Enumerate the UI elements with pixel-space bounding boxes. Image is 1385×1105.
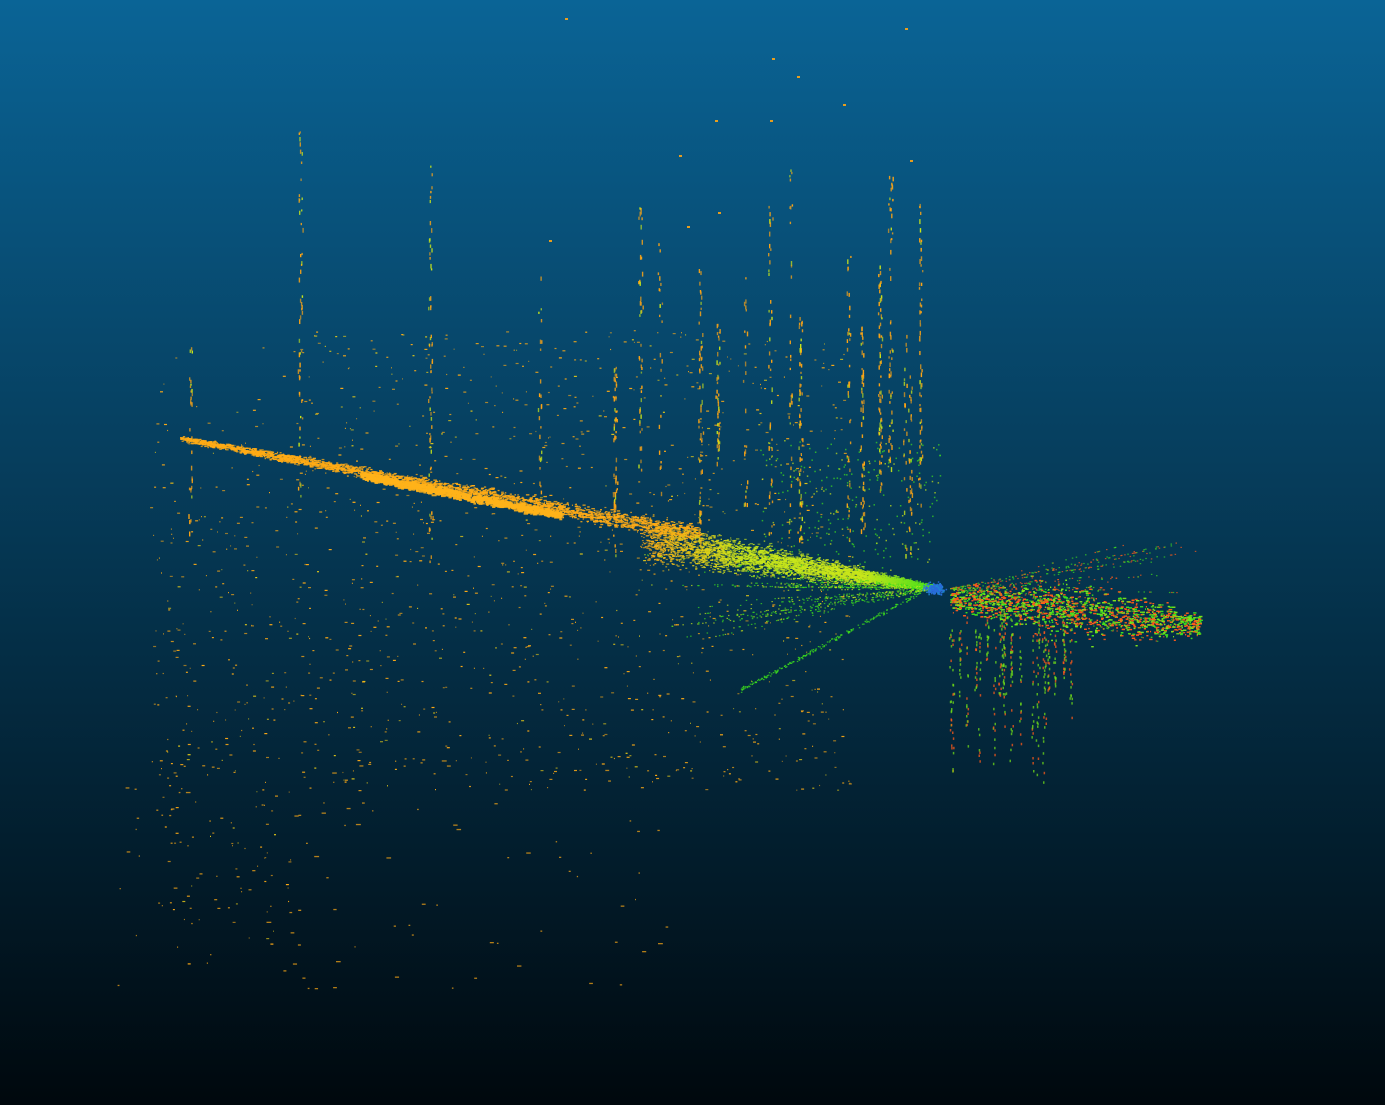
near-ground-patch-points — [949, 542, 1204, 784]
sensor-center-points — [922, 581, 948, 596]
far-ground-streak-points — [180, 436, 704, 545]
sparse-far-points — [117, 330, 852, 990]
vertical-structure-points — [188, 18, 924, 564]
mid-dense-cone-points — [640, 440, 942, 693]
points-layer — [117, 18, 1204, 990]
